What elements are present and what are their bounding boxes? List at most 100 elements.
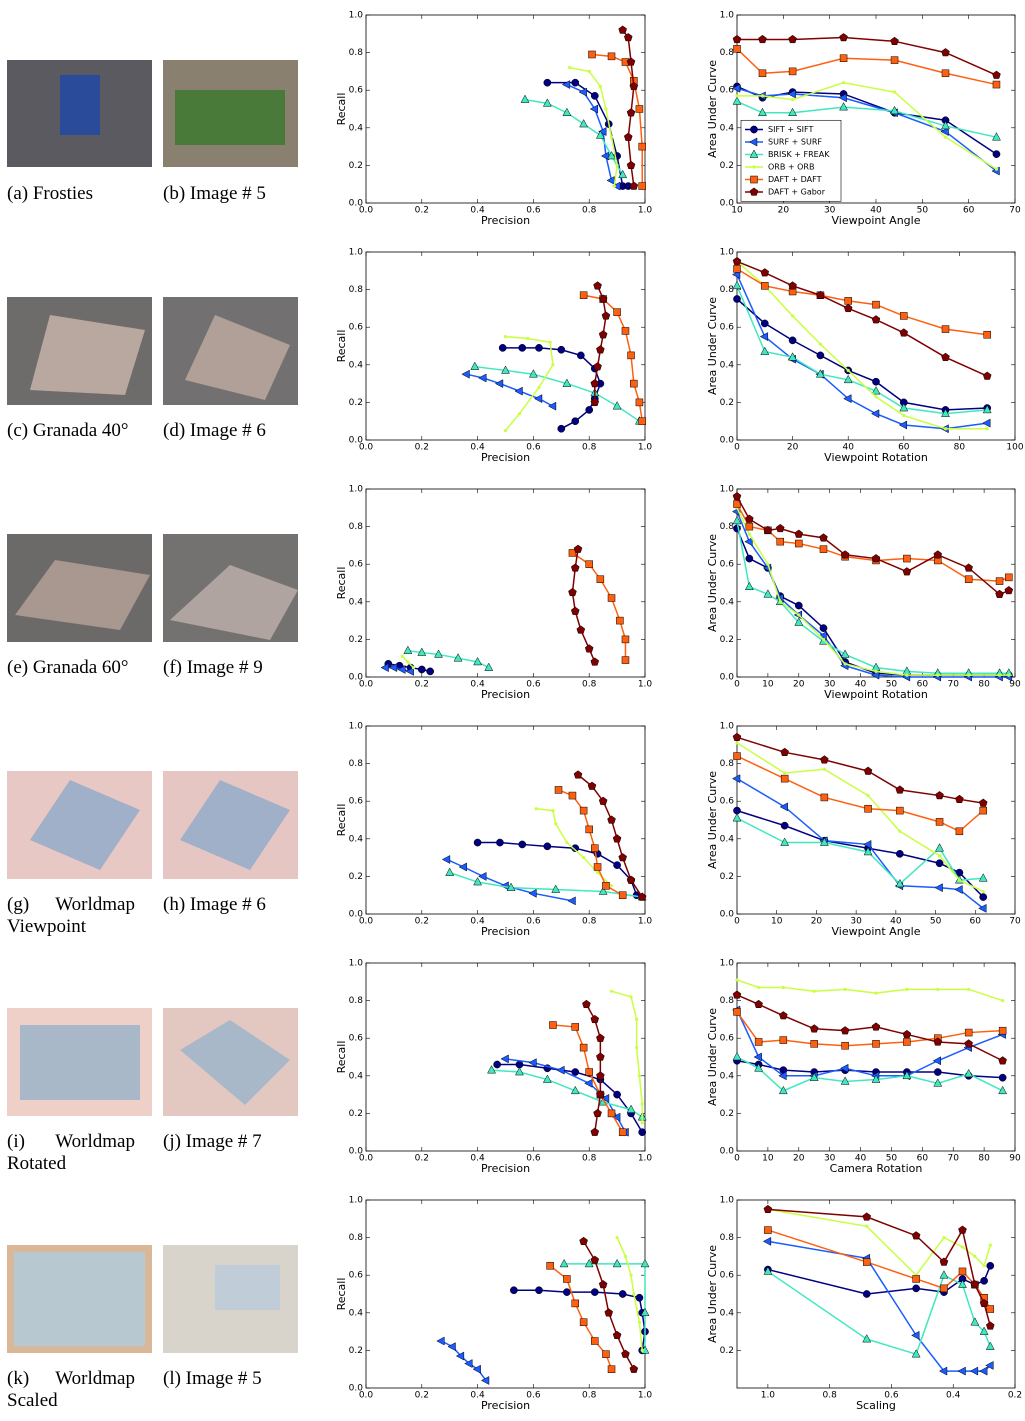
- point: [979, 1298, 989, 1308]
- y-tick-label: 0.2: [349, 1346, 363, 1356]
- point: [840, 649, 850, 658]
- y-axis-label: Recall: [335, 567, 348, 600]
- point: [872, 300, 880, 309]
- point: [970, 1317, 980, 1326]
- point: [863, 840, 872, 849]
- y-tick-label: 0.8: [349, 285, 364, 295]
- point: [766, 562, 770, 566]
- point: [585, 825, 593, 834]
- point: [542, 98, 552, 107]
- point: [895, 785, 905, 794]
- point: [484, 662, 494, 671]
- point: [794, 529, 804, 538]
- x-tick-label: 0.0: [359, 206, 374, 216]
- point: [964, 1068, 974, 1078]
- point: [612, 1258, 622, 1268]
- y-tick-label: 0.6: [349, 1034, 364, 1044]
- point: [1001, 999, 1005, 1003]
- point: [562, 107, 572, 117]
- point: [982, 418, 991, 428]
- x-tick-label: 0.2: [415, 680, 429, 690]
- point: [584, 1078, 593, 1088]
- x-tick-label: 0.8: [582, 680, 597, 690]
- y-tick-label: 1.0: [349, 722, 364, 732]
- x-tick-label: 20: [811, 917, 823, 927]
- point: [779, 1036, 788, 1044]
- point: [839, 33, 848, 42]
- x-tick-label: 50: [917, 206, 929, 216]
- point: [978, 873, 988, 882]
- x-tick-label: 40: [870, 206, 882, 216]
- point: [517, 412, 522, 416]
- point: [797, 613, 801, 617]
- point: [973, 1254, 977, 1258]
- point: [780, 821, 789, 830]
- y-axis-label: Area Under Curve: [706, 771, 719, 869]
- point: [992, 150, 1001, 158]
- y-tick-label: 0.0: [720, 673, 735, 683]
- photo-detail: [170, 565, 298, 640]
- point: [400, 654, 404, 658]
- point: [616, 616, 624, 625]
- point: [613, 308, 621, 316]
- point: [899, 403, 909, 412]
- y-axis-label: Area Under Curve: [706, 1008, 719, 1106]
- point: [758, 69, 767, 78]
- point: [635, 1046, 639, 1050]
- point: [732, 990, 742, 999]
- photo-detail: [180, 780, 290, 870]
- point: [543, 842, 552, 851]
- point: [754, 1038, 763, 1046]
- point: [841, 81, 846, 85]
- y-tick-label: 0.0: [349, 436, 364, 446]
- point: [778, 1071, 787, 1081]
- point: [936, 673, 940, 677]
- x-tick-label: 60: [970, 917, 982, 927]
- point: [731, 774, 741, 784]
- point: [590, 1127, 600, 1136]
- point: [576, 351, 585, 360]
- point: [902, 567, 912, 576]
- point: [593, 362, 602, 371]
- point: [997, 673, 1002, 677]
- point: [623, 1254, 628, 1258]
- y-tick-label: 1.0: [349, 959, 364, 969]
- point: [820, 793, 829, 802]
- point: [447, 1342, 456, 1352]
- point: [955, 794, 964, 803]
- point: [506, 882, 516, 891]
- point: [515, 1067, 524, 1076]
- photo-detail: [215, 1265, 280, 1310]
- point: [533, 394, 543, 404]
- y-tick-label: 0.8: [720, 996, 735, 1006]
- caption: (b) Image # 5: [163, 183, 266, 204]
- y-tick-label: 0.0: [349, 673, 364, 683]
- x-tick-label: 0.2: [1008, 1391, 1022, 1401]
- x-tick-label: 0.0: [359, 917, 374, 927]
- point: [563, 1275, 571, 1283]
- point: [582, 999, 591, 1009]
- point: [899, 328, 909, 337]
- point: [612, 834, 622, 843]
- plot-frame: [736, 488, 1016, 678]
- y-axis-label: Recall: [335, 1041, 348, 1074]
- y-tick-label: 0.0: [720, 1147, 735, 1157]
- point: [982, 1264, 986, 1268]
- point: [794, 617, 804, 626]
- x-tick-label: 20: [793, 1154, 805, 1164]
- point: [787, 89, 796, 99]
- photo-detail: [30, 780, 140, 870]
- point: [958, 1225, 967, 1234]
- x-tick-label: 50: [930, 917, 942, 927]
- point: [911, 1231, 921, 1240]
- point: [795, 539, 803, 548]
- x-tick-label: 0.6: [526, 917, 541, 927]
- y-tick-label: 0.4: [720, 123, 735, 133]
- point: [843, 303, 853, 313]
- point: [933, 1078, 943, 1087]
- point: [985, 1361, 994, 1370]
- point: [629, 181, 639, 190]
- point: [528, 1058, 537, 1068]
- point: [732, 1051, 742, 1061]
- point: [548, 340, 552, 344]
